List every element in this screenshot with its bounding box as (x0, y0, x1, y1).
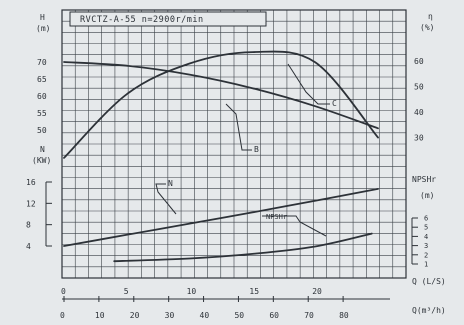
npsh-axis-label-unit: (m) (420, 191, 434, 200)
flow-m3h-tick-label: 40 (200, 311, 210, 320)
power-axis-label-unit: (KW) (32, 156, 51, 165)
tag-c-label: C (332, 99, 337, 108)
head-tick-label: 55 (37, 109, 47, 118)
flow-m3h-tick-label: 80 (339, 311, 349, 320)
head-tick-label: 50 (37, 126, 47, 135)
tag-npshr-leader (262, 215, 327, 237)
tag-npshr-label: NPSHr (266, 213, 287, 221)
flow-ls-axis-label: Q (L/S) (412, 277, 446, 286)
head-tick-label: 60 (37, 92, 47, 101)
flow-ls-tick-label: 0 (61, 287, 66, 296)
tag-n-label: N (168, 179, 173, 188)
title-box (69, 11, 267, 27)
head-axis-label-symbol: H (40, 13, 45, 22)
flow-ls-tick-label: 10 (187, 287, 197, 296)
flow-m3h-tick-label: 20 (130, 311, 140, 320)
npsh-tick-label: 4 (424, 233, 428, 241)
curve-tags: B C N NPSHr (155, 63, 337, 237)
power-axis-label-symbol: N (40, 145, 45, 154)
chart-title: RVCTZ-A-55 n=2900r/min (80, 15, 204, 25)
efficiency-curve (63, 50, 379, 159)
flow-m3h-tick-label: 70 (304, 311, 314, 320)
power-tick-label: 12 (26, 199, 36, 208)
tag-n-leader (155, 183, 177, 215)
flow-ls-tick-label: 20 (312, 287, 322, 296)
tag-b-label: B (254, 145, 259, 154)
flow-m3h-tick-label: 0 (60, 311, 65, 320)
performance-curves (63, 50, 379, 263)
eff-axis-label-unit: (%) (420, 23, 434, 32)
head-tick-label: 70 (37, 58, 47, 67)
head-curve (63, 61, 379, 130)
efficiency-tick-label: 40 (414, 108, 424, 117)
power-curve (63, 188, 379, 247)
efficiency-tick-label: 30 (414, 134, 424, 143)
plot-frame (61, 9, 407, 279)
npsh-tick-label: 5 (424, 224, 428, 232)
efficiency-tick-label: 50 (414, 83, 424, 92)
flow-m3h-tick-label: 10 (95, 311, 105, 320)
head-tick-label: 65 (37, 75, 47, 84)
head-axis-label-unit: (m) (36, 24, 50, 33)
npsh-axis-label-symbol: NPSHr (412, 175, 436, 184)
npsh-tick-label: 6 (424, 215, 428, 223)
efficiency-tick-label: 60 (414, 57, 424, 66)
tag-c-leader (287, 63, 330, 105)
power-tick-label: 8 (26, 221, 31, 230)
tag-b-leader (225, 103, 252, 151)
power-tick-label: 4 (26, 242, 31, 251)
npsh-tick-label: 2 (424, 251, 428, 259)
npsh-tick-label: 1 (424, 261, 428, 269)
power-tick-label: 16 (26, 178, 36, 187)
npshr-curve (113, 232, 373, 263)
eff-axis-label-symbol: η (428, 12, 433, 21)
flow-m3h-tick-label: 30 (165, 311, 175, 320)
npsh-tick-label: 3 (424, 242, 428, 250)
flow-m3h-tick-label: 60 (269, 311, 279, 320)
flow-ls-tick-label: 15 (249, 287, 259, 296)
flow-m3h-axis-label: Q(m³/h) (412, 306, 446, 315)
flow-m3h-tick-label: 50 (234, 311, 244, 320)
flow-ls-tick-label: 5 (124, 287, 129, 296)
